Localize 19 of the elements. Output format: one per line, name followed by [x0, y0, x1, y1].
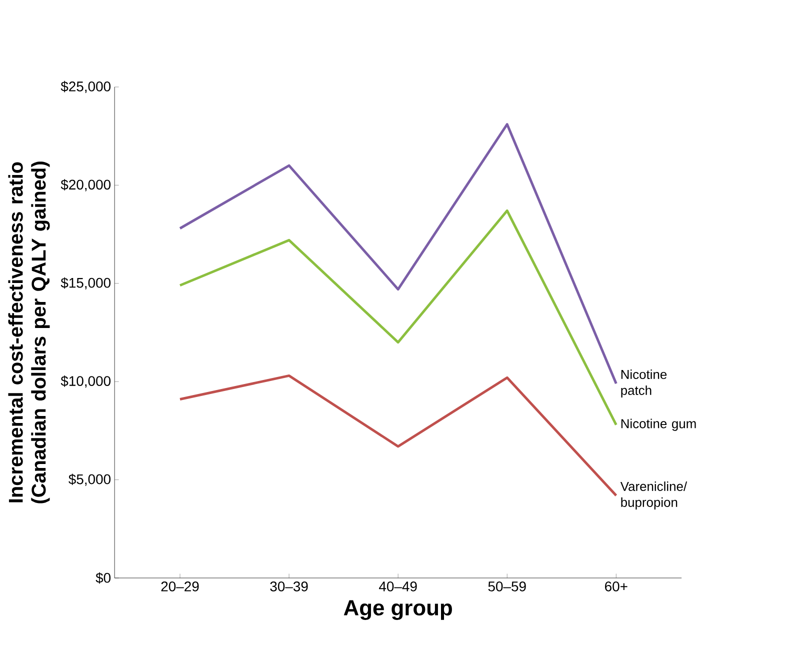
y-tick-label: $15,000 [60, 277, 111, 290]
y-tick-label: $0 [96, 572, 111, 584]
line-series [178, 123, 618, 385]
y-tick-label: $10,000 [60, 376, 111, 388]
y-tick-label: $25,000 [60, 80, 111, 94]
y-tick-label: $20,000 [60, 179, 111, 192]
series-label: Nicotine gum [621, 418, 696, 431]
x-axis-title: Age group [344, 600, 452, 620]
x-tick-label: 60+ [605, 581, 628, 592]
x-tick-label: 50–59 [488, 581, 526, 592]
series-label: Varenicline/ bupropion [620, 481, 688, 510]
line-series [178, 209, 618, 426]
y-axis-title: Incremental cost-effectiveness ratio (Canadian dollars per QALY gained) [8, 162, 50, 504]
x-tick-label: 40–49 [379, 581, 417, 592]
y-tick-label: $5,000 [68, 474, 111, 486]
line-series [178, 374, 618, 497]
x-tick-label: 30–39 [270, 581, 308, 592]
series-label: Nicotine patch [621, 370, 667, 398]
x-tick-label: 20–29 [161, 581, 199, 592]
